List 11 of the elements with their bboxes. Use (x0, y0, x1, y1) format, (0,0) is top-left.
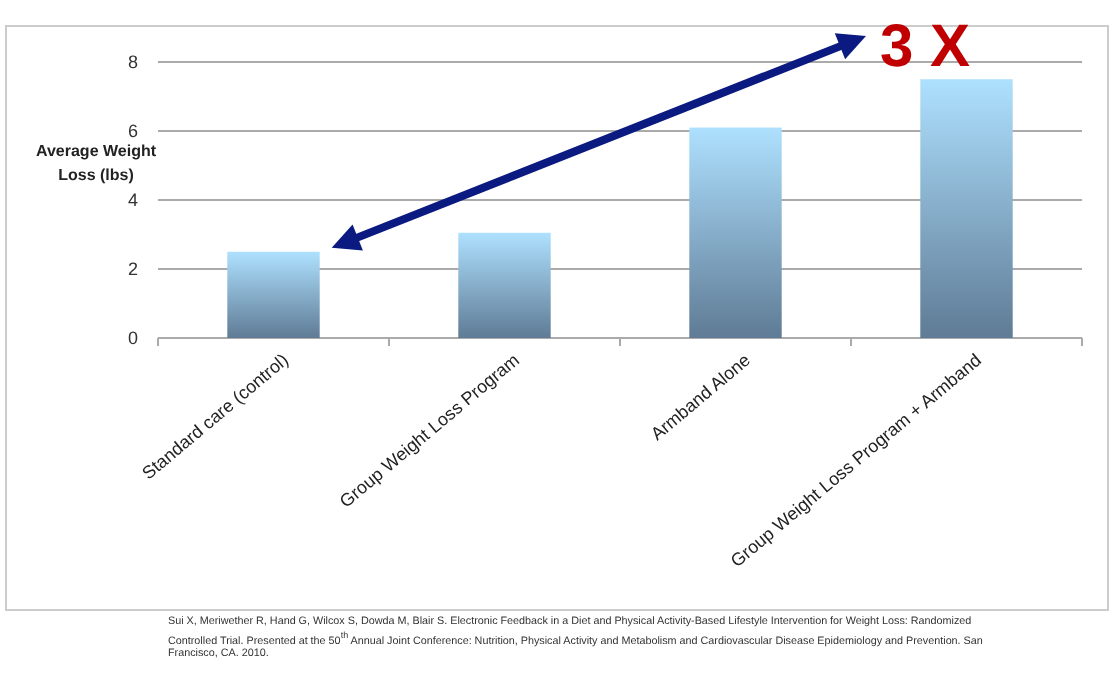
bar (458, 232, 551, 338)
y-tick-label: 8 (127, 52, 138, 73)
y-axis-title: Average Weight Loss (lbs) (35, 142, 157, 184)
y-tick-label: 4 (127, 190, 138, 211)
y-tick-label: 0 (127, 328, 138, 349)
annotation: 3 X (880, 14, 971, 80)
bar (227, 251, 320, 338)
bar (920, 79, 1013, 338)
y-tick-label: 6 (127, 121, 138, 142)
y-tick-label: 2 (127, 259, 138, 280)
bar (689, 127, 782, 338)
